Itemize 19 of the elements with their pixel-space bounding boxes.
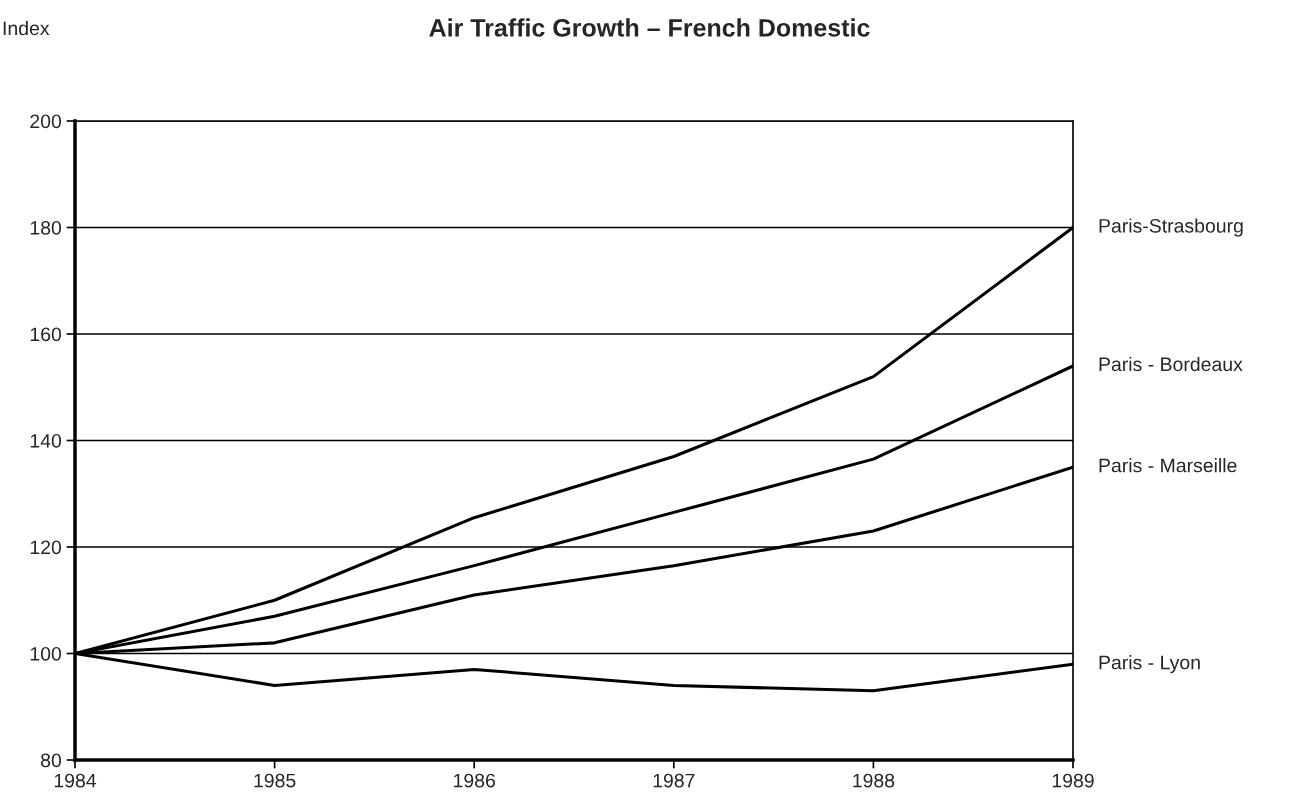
y-tick-label: 80 (41, 753, 62, 768)
series-label: Paris - Lyon (1099, 655, 1200, 674)
y-tick-label: 100 (30, 646, 62, 661)
x-tick-label: 1989 (1052, 773, 1094, 788)
y-tick-label: 140 (30, 433, 62, 448)
y-tick-label: 180 (30, 220, 62, 235)
y-tick-label: 120 (30, 540, 62, 555)
series-label: Paris-Strasbourg (1099, 218, 1243, 237)
x-tick-label: 1987 (653, 773, 695, 788)
x-tick-label: 1984 (54, 773, 97, 788)
series-label: Paris - Marseille (1099, 458, 1237, 473)
chart-title: Air Traffic Growth – French Domestic (429, 18, 870, 37)
y-tick-label: 200 (30, 114, 62, 129)
y-tick-label: 160 (30, 327, 62, 342)
x-tick-label: 1985 (254, 773, 296, 788)
y-axis-title: Index (3, 20, 50, 36)
x-tick-label: 1988 (853, 773, 895, 788)
series-label: Paris - Bordeaux (1099, 356, 1243, 372)
x-tick-label: 1986 (454, 773, 495, 788)
